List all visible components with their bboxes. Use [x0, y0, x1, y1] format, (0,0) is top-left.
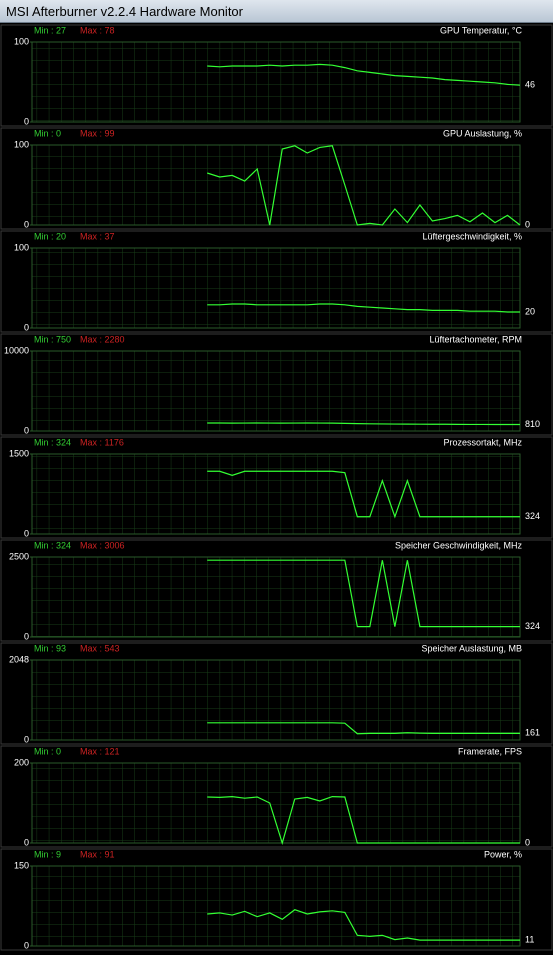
- y-tick-label: 10000: [4, 345, 29, 355]
- y-tick-label: 0: [24, 528, 29, 538]
- plot-grid: [31, 41, 521, 123]
- stat-max: Max : 37: [80, 231, 115, 241]
- stat-min: Min : 20: [34, 231, 66, 241]
- data-line: [207, 422, 520, 426]
- current-value: 324: [525, 511, 540, 521]
- stat-max: Max : 91: [80, 849, 115, 859]
- y-tick-label: 0: [24, 734, 29, 744]
- y-tick-label: 200: [14, 757, 29, 767]
- y-tick-label: 2500: [9, 551, 29, 561]
- data-line: [207, 909, 520, 941]
- stat-max: Max : 2280: [80, 334, 125, 344]
- stat-min: Min : 324: [34, 540, 71, 550]
- plot-grid: [31, 247, 521, 329]
- y-tick-label: 0: [24, 219, 29, 229]
- plot-grid: [31, 453, 521, 535]
- data-line: [207, 722, 520, 735]
- stat-min: Min : 9: [34, 849, 61, 859]
- current-value: 810: [525, 419, 540, 429]
- y-tick-label: 150: [14, 860, 29, 870]
- data-line: [207, 63, 521, 86]
- current-value: 0: [525, 219, 530, 229]
- y-tick-label: 100: [14, 36, 29, 46]
- chart-title: GPU Temperatur, °C: [440, 25, 522, 35]
- stat-max: Max : 99: [80, 128, 115, 138]
- chart-title: Lüftertachometer, RPM: [429, 334, 522, 344]
- y-tick-label: 100: [14, 242, 29, 252]
- stat-min: Min : 27: [34, 25, 66, 35]
- y-tick-label: 2048: [9, 654, 29, 664]
- data-line: [207, 303, 520, 313]
- stat-max: Max : 121: [80, 746, 120, 756]
- current-value: 161: [525, 728, 540, 738]
- current-value: 324: [525, 621, 540, 631]
- stat-max: Max : 3006: [80, 540, 125, 550]
- y-tick-label: 1500: [9, 448, 29, 458]
- stat-min: Min : 0: [34, 746, 61, 756]
- monitor: Min : 27 Max : 78 GPU Temperatur, °C 0 100 46…: [0, 24, 553, 951]
- y-tick-label: 0: [24, 631, 29, 641]
- stat-min: Min : 324: [34, 437, 71, 447]
- stat-max: Max : 78: [80, 25, 115, 35]
- current-value: 20: [525, 306, 535, 316]
- plot-grid: [31, 556, 521, 638]
- plot-grid: [31, 865, 521, 947]
- y-tick-label: 0: [24, 425, 29, 435]
- stat-max: Max : 543: [80, 643, 120, 653]
- current-value: 11: [525, 935, 534, 945]
- data-line: [206, 145, 521, 226]
- y-tick-label: 100: [14, 139, 29, 149]
- chart-title: GPU Auslastung, %: [443, 128, 522, 138]
- stat-min: Min : 93: [34, 643, 66, 653]
- plot-grid: [31, 659, 521, 741]
- y-tick-label: 0: [24, 940, 29, 950]
- plot-grid: [31, 350, 521, 432]
- window-title: MSI Afterburner v2.2.4 Hardware Monitor: [6, 4, 243, 19]
- y-tick-label: 0: [24, 116, 29, 126]
- title-bar: MSI Afterburner v2.2.4 Hardware Monitor: [0, 0, 553, 23]
- chart-title: Power, %: [484, 849, 522, 859]
- data-line: [207, 470, 520, 519]
- current-value: 46: [525, 80, 535, 90]
- chart-title: Prozessortakt, MHz: [443, 437, 522, 447]
- current-value: 0: [525, 837, 530, 847]
- y-tick-label: 0: [24, 837, 29, 847]
- data-line: [207, 559, 520, 628]
- stat-max: Max : 1176: [80, 437, 124, 447]
- stat-min: Min : 750: [34, 334, 71, 344]
- chart-title: Speicher Auslastung, MB: [421, 643, 522, 653]
- chart-title: Framerate, FPS: [458, 746, 522, 756]
- stat-min: Min : 0: [34, 128, 61, 138]
- y-tick-label: 0: [24, 322, 29, 332]
- chart-title: Speicher Geschwindigkeit, MHz: [395, 540, 523, 550]
- data-line: [207, 795, 520, 846]
- plot-grid: [31, 762, 521, 844]
- chart-title: Lüftergeschwindigkeit, %: [422, 231, 522, 241]
